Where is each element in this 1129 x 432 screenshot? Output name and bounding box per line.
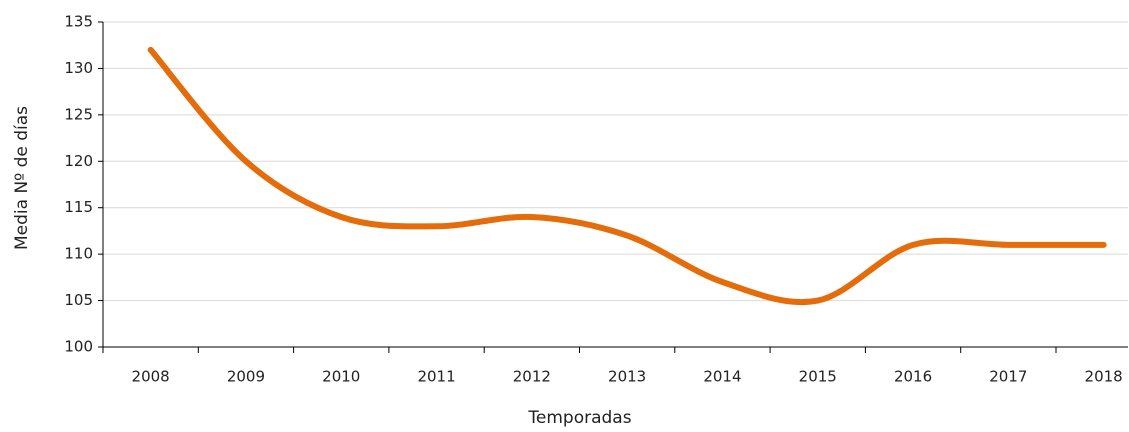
y-tick-label: 105 bbox=[64, 291, 93, 309]
line-series bbox=[147, 46, 1107, 306]
x-axis-title: Temporadas bbox=[527, 408, 631, 428]
x-tick-label: 2011 bbox=[417, 368, 455, 386]
x-tick-label: 2016 bbox=[894, 368, 932, 386]
y-tick-label: 110 bbox=[64, 245, 93, 263]
x-tick-label: 2015 bbox=[799, 368, 837, 386]
x-tick-label: 2009 bbox=[227, 368, 265, 386]
x-tick-label: 2018 bbox=[1085, 368, 1123, 386]
x-tick-label: 2013 bbox=[608, 368, 646, 386]
y-tick-label: 125 bbox=[64, 105, 93, 123]
y-tick-label: 135 bbox=[64, 13, 93, 31]
x-tick-label: 2012 bbox=[513, 368, 551, 386]
x-tick-label: 2014 bbox=[703, 368, 741, 386]
y-tick-label: 115 bbox=[64, 198, 93, 216]
y-tick-label: 100 bbox=[64, 338, 93, 356]
x-tick-label: 2010 bbox=[322, 368, 360, 386]
y-axis-title: Media Nº de días bbox=[12, 106, 32, 250]
x-tick-label: 2017 bbox=[989, 368, 1027, 386]
x-tick-label: 2008 bbox=[132, 368, 170, 386]
y-tick-label: 130 bbox=[64, 59, 93, 77]
y-tick-label: 120 bbox=[64, 152, 93, 170]
